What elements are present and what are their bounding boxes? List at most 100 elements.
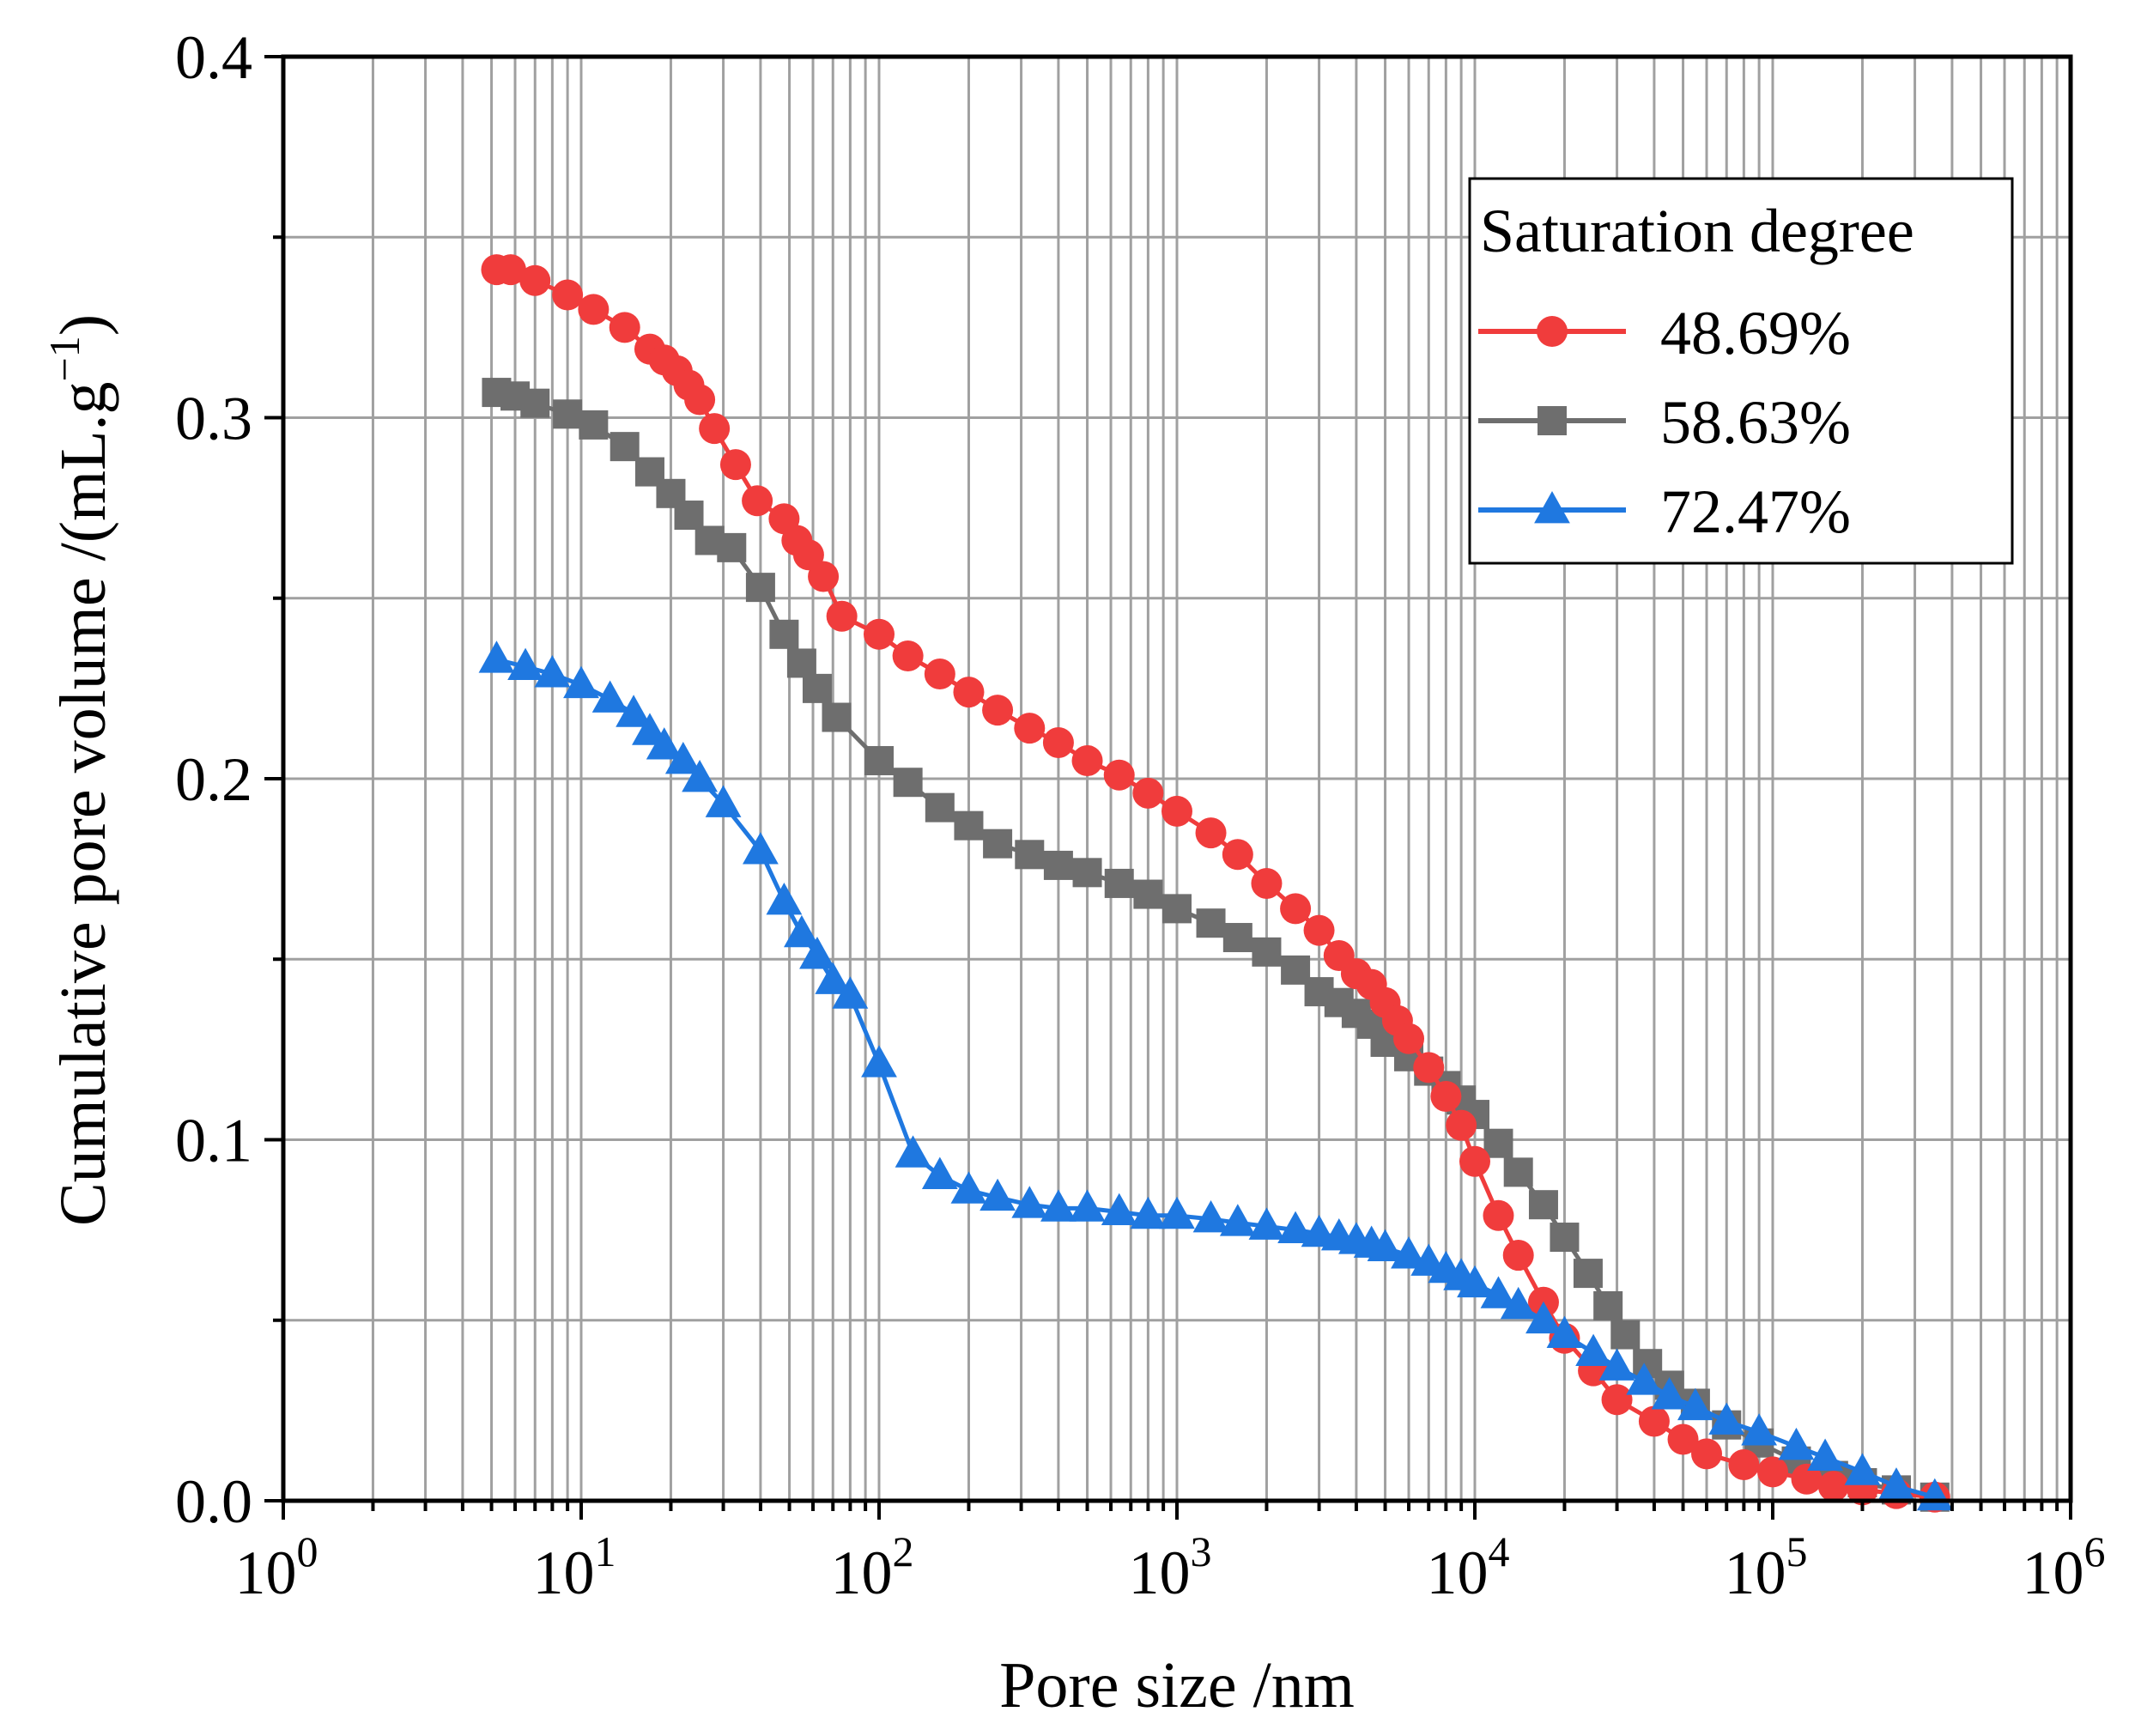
x-tick-label: 100 <box>235 1527 318 1607</box>
data-point <box>1667 1423 1699 1455</box>
data-point <box>815 962 852 994</box>
data-point <box>832 976 869 1009</box>
data-point <box>1483 1199 1514 1231</box>
data-point <box>1502 1240 1534 1272</box>
data-point <box>1677 1387 1713 1421</box>
data-point <box>786 648 816 678</box>
x-tick-label-exponent: 0 <box>297 1527 318 1575</box>
data-point <box>1277 1211 1313 1244</box>
y-tick-label: 0.1 <box>175 1107 252 1175</box>
data-point <box>1251 867 1283 899</box>
data-point <box>861 1045 897 1077</box>
data-point <box>1708 1402 1745 1435</box>
data-point <box>769 619 799 649</box>
x-tick-label-base: 10 <box>533 1539 595 1607</box>
y-axis-title: Cumulative pore volume /(mL.g−1) <box>40 314 119 1226</box>
legend-label: 58.63% <box>1660 388 1851 457</box>
data-point <box>610 432 640 462</box>
data-point <box>705 785 742 817</box>
data-point <box>1791 1463 1823 1495</box>
y-axis-title-close: ) <box>47 314 119 336</box>
data-point <box>1011 1186 1048 1218</box>
data-point <box>1280 893 1312 925</box>
data-point <box>892 640 924 672</box>
legend-entry: 58.63% <box>1478 388 1851 457</box>
data-point <box>1778 1427 1815 1460</box>
x-tick-label: 101 <box>533 1527 616 1607</box>
data-point <box>784 914 820 948</box>
legend-label: 48.69% <box>1660 299 1851 367</box>
data-point <box>1593 1290 1623 1320</box>
data-point <box>954 810 984 841</box>
data-point <box>1525 1301 1562 1334</box>
y-tick-label: 0.4 <box>175 23 252 92</box>
data-point <box>1550 1223 1580 1253</box>
data-point <box>719 449 751 481</box>
y-axis-title-superscript: −1 <box>40 336 88 381</box>
data-point <box>1103 759 1135 791</box>
data-point <box>1195 817 1227 849</box>
data-point <box>494 254 526 286</box>
data-point <box>646 727 682 760</box>
data-point <box>1072 858 1102 888</box>
data-point <box>1393 1023 1425 1054</box>
data-point <box>1248 1207 1285 1240</box>
data-point <box>980 1178 1016 1211</box>
data-point <box>1162 894 1192 924</box>
x-tick-label: 103 <box>1129 1527 1212 1607</box>
x-tick-label-exponent: 1 <box>595 1527 616 1575</box>
data-point <box>1303 914 1335 946</box>
data-point <box>1651 1377 1688 1410</box>
data-point <box>1626 1363 1663 1395</box>
x-tick-label-base: 10 <box>1427 1539 1489 1607</box>
legend-marker <box>1534 491 1570 524</box>
data-point <box>1528 1190 1558 1220</box>
data-point <box>579 410 609 440</box>
data-point <box>1222 923 1252 953</box>
data-point <box>742 485 773 517</box>
data-point <box>578 294 610 325</box>
data-point <box>1741 1413 1778 1446</box>
data-point <box>609 312 640 343</box>
data-point <box>1015 840 1045 870</box>
data-point <box>674 501 704 531</box>
data-point <box>1219 1204 1256 1236</box>
data-point <box>1043 850 1073 880</box>
x-tick-label-base: 10 <box>235 1539 297 1607</box>
data-point <box>1446 1109 1477 1141</box>
data-point <box>1546 1315 1583 1348</box>
data-point <box>766 882 803 915</box>
data-point <box>799 937 835 969</box>
data-point <box>802 673 832 703</box>
y-axis-title-main: Cumulative pore volume /(mL.g <box>47 381 119 1226</box>
y-tick-label: 0.0 <box>175 1467 252 1536</box>
data-point <box>552 279 584 311</box>
series-layer <box>478 254 1953 1513</box>
data-point <box>1575 1333 1611 1366</box>
legend: Saturation degree 48.69% 58.63% 72.47% <box>1468 177 2014 565</box>
data-point <box>1807 1438 1844 1471</box>
data-point <box>591 680 628 713</box>
data-point <box>534 655 571 688</box>
data-point <box>1503 1157 1533 1187</box>
data-point <box>1878 1467 1914 1500</box>
data-point <box>1598 1348 1635 1381</box>
data-point <box>1252 937 1282 967</box>
data-point <box>1133 879 1163 909</box>
data-point <box>616 695 652 727</box>
data-point <box>921 1156 958 1189</box>
data-point <box>1757 1456 1788 1488</box>
data-point <box>745 573 775 603</box>
data-point <box>1483 1128 1513 1158</box>
data-point <box>1430 1081 1462 1113</box>
x-tick-label-base: 10 <box>2023 1539 2084 1607</box>
data-point <box>1610 1320 1641 1350</box>
data-point <box>1457 1265 1493 1298</box>
data-point <box>1691 1438 1723 1470</box>
x-tick-label: 106 <box>2023 1527 2106 1607</box>
data-point <box>563 665 599 699</box>
data-point <box>684 384 716 416</box>
y-tick-label: 0.3 <box>175 385 252 453</box>
data-point <box>1413 1052 1445 1083</box>
x-tick-label: 104 <box>1427 1527 1510 1607</box>
